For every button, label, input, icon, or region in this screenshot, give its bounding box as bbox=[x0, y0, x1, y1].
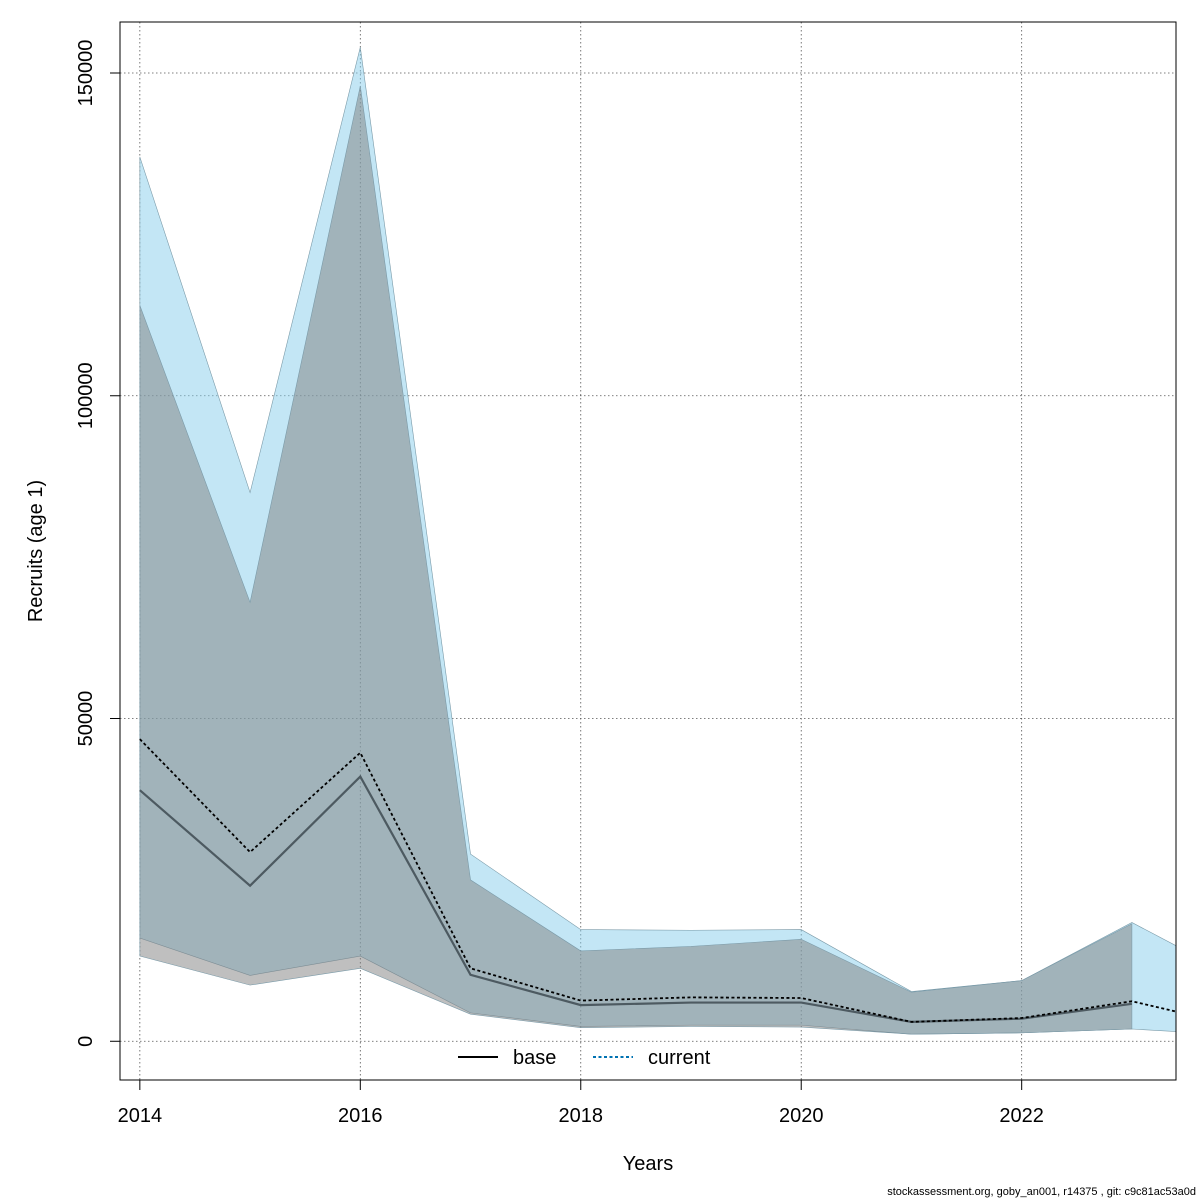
confidence-bands bbox=[139, 47, 1177, 1035]
y-tick-label-150000: 150000 bbox=[75, 40, 97, 107]
y-tick-label-50000: 50000 bbox=[75, 691, 97, 747]
x-tick-label-2022: 2022 bbox=[999, 1105, 1044, 1127]
legend-label-base: base bbox=[513, 1047, 556, 1069]
y-axis: 0 50000 100000 150000 bbox=[75, 40, 120, 1047]
plot-frame bbox=[119, 21, 1177, 1081]
x-axis-label: Years bbox=[623, 1153, 673, 1175]
x-axis: 2014 2016 2018 2020 2022 bbox=[118, 1080, 1044, 1127]
x-tick-label-2016: 2016 bbox=[338, 1105, 383, 1127]
legend-label-current: current bbox=[648, 1047, 711, 1069]
legend: base current bbox=[458, 1047, 711, 1069]
y-axis-label: Recruits (age 1) bbox=[25, 480, 47, 622]
y-tick-label-0: 0 bbox=[75, 1036, 97, 1047]
footer-credit: stockassessment.org, goby_an001, r14375 … bbox=[887, 1186, 1196, 1198]
band-base bbox=[139, 85, 1133, 1035]
series-lines bbox=[139, 738, 1177, 1024]
x-tick-label-2018: 2018 bbox=[559, 1105, 604, 1127]
x-tick-label-2020: 2020 bbox=[779, 1105, 824, 1127]
x-tick-label-2014: 2014 bbox=[118, 1105, 163, 1127]
y-tick-label-100000: 100000 bbox=[75, 362, 97, 429]
line-current bbox=[139, 738, 1177, 1023]
